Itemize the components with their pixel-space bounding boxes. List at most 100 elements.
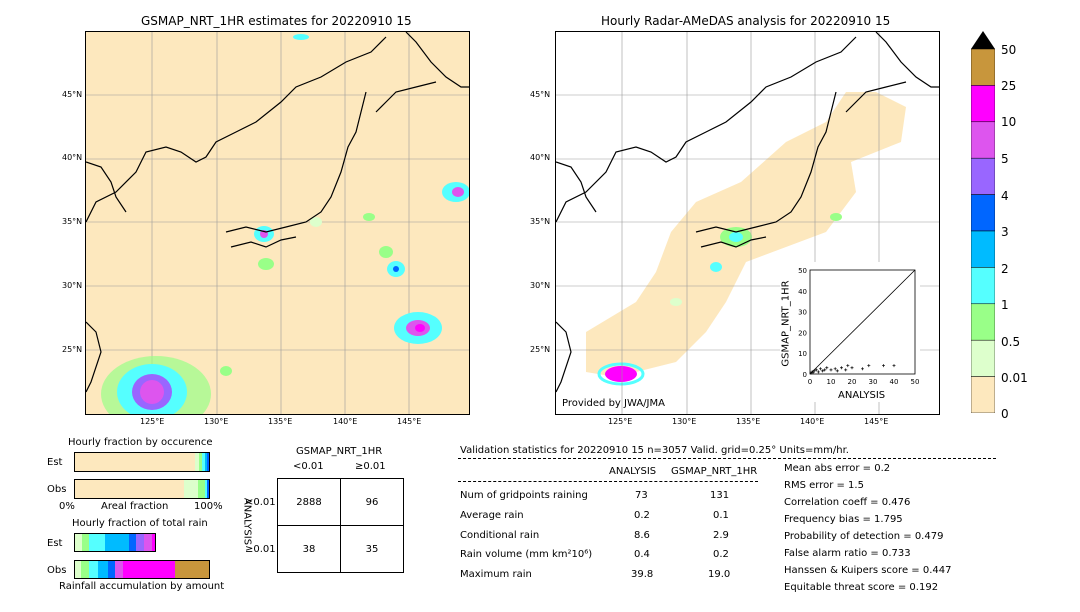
left-lon-130: 130°E (204, 417, 229, 426)
validation-col-rule (458, 481, 758, 482)
occurrence-axis-mid: Areal fraction (101, 501, 169, 512)
row-label-3: Rain volume (mm km²10⁶) (460, 549, 593, 560)
cell-hit-neg: 2888 (277, 478, 341, 526)
cb-label-05: 0.5 (1001, 335, 1021, 349)
cell-miss: 38 (277, 525, 341, 573)
scatter-plot: 00 10 10 20 20 30 30 40 40 50 50 (798, 267, 919, 386)
cb-label-50: 50 (1001, 43, 1017, 57)
scatter-ytick: 40 (798, 288, 807, 296)
left-coastlines (86, 32, 469, 393)
row-gsmap-2: 2.9 (713, 530, 729, 541)
left-lat-25: 25°N (62, 345, 83, 354)
row-gsmap-4: 19.0 (708, 569, 731, 580)
scatter-point (861, 367, 864, 371)
left-lat-30: 30°N (62, 281, 83, 290)
scatter-inset: 0 0 10 10 20 20 30 30 40 40 50 50 (780, 262, 920, 402)
right-lat-30: 30°N (530, 281, 551, 290)
scatter-point (882, 364, 885, 368)
score-5: False alarm ratio = 0.733 (784, 548, 911, 559)
scatter-point (867, 364, 871, 368)
left-lat-35: 35°N (62, 217, 83, 226)
occurrence-title: Hourly fraction by occurence (68, 437, 213, 448)
contingency-row-lt: <0.01 (245, 497, 276, 508)
scatter-point (814, 368, 818, 372)
cb-label-4: 4 (1001, 189, 1009, 203)
score-7: Equitable threat score = 0.192 (784, 582, 939, 593)
occurrence-axis-right: 100% (194, 501, 223, 512)
left-lon-125: 125°E (140, 417, 165, 426)
score-4: Probability of detection = 0.479 (784, 531, 944, 542)
cb-label-0: 0 (1001, 407, 1009, 421)
occurrence-axis-left: 0% (59, 501, 75, 512)
scatter-point (819, 367, 822, 371)
scatter-xtick: 40 (890, 378, 899, 386)
score-3: Frequency bias = 1.795 (784, 514, 903, 525)
contingency-table: 2888 96 38 35 (277, 478, 404, 573)
scatter-xtick: 30 (869, 378, 878, 386)
row-label-4: Maximum rain (460, 569, 532, 580)
scatter-ytick: 50 (798, 267, 807, 275)
colorbar (970, 31, 996, 414)
amount-title: Hourly fraction of total rain (72, 518, 208, 529)
data-credit: Provided by JWA/JMA (562, 398, 665, 409)
scatter-ytick: 20 (798, 329, 807, 337)
left-map-grid (86, 32, 469, 414)
cb-label-5: 5 (1001, 152, 1009, 166)
right-lon-145: 145°E (864, 417, 889, 426)
scatter-xtick: 0 (808, 378, 812, 386)
cb-label-3: 3 (1001, 225, 1009, 239)
amount-obs-label: Obs (47, 565, 67, 576)
colorbar-swatch (970, 121, 996, 159)
colorbar-swatch (970, 376, 996, 414)
scatter-ylabel: GSMAP_NRT_1HR (780, 280, 792, 367)
row-label-2: Conditional rain (460, 530, 540, 541)
colorbar-swatch (970, 303, 996, 341)
colorbar-swatch (970, 339, 996, 377)
amount-est-label: Est (47, 538, 63, 549)
colorbar-swatch (970, 85, 996, 123)
right-lat-40: 40°N (530, 153, 551, 162)
scatter-point (823, 368, 827, 372)
right-lat-35: 35°N (530, 217, 551, 226)
row-analysis-2: 8.6 (634, 530, 650, 541)
scatter-xtick: 10 (827, 378, 836, 386)
colorbar-swatch (970, 194, 996, 232)
right-coastlines (556, 32, 939, 393)
right-lon-125: 125°E (608, 417, 633, 426)
row-label-0: Num of gridpoints raining (460, 490, 588, 501)
right-lon-135: 135°E (736, 417, 761, 426)
scatter-point (846, 364, 850, 368)
scatter-point (812, 369, 816, 373)
left-lon-135: 135°E (268, 417, 293, 426)
cb-label-10: 10 (1001, 115, 1017, 129)
right-lat-45: 45°N (530, 90, 551, 99)
score-1: RMS error = 1.5 (784, 480, 864, 491)
left-rain-patches (101, 34, 469, 414)
scatter-point (821, 369, 825, 373)
contingency-row-ge: ≥0.01 (245, 544, 276, 555)
right-lon-140: 140°E (800, 417, 825, 426)
scatter-point (850, 366, 854, 370)
colorbar-swatch (970, 157, 996, 195)
col-gsmap: GSMAP_NRT_1HR (671, 466, 758, 477)
amount-axis-label: Rainfall accumulation by amount (59, 581, 225, 592)
col-analysis: ANALYSIS (609, 466, 657, 477)
left-lat-45: 45°N (62, 90, 83, 99)
occurrence-obs-bar (74, 479, 210, 499)
scatter-point (835, 369, 839, 373)
scatter-ytick: 10 (798, 350, 807, 358)
occurrence-est-bar (74, 452, 210, 472)
scatter-xlabel: ANALYSIS (838, 390, 886, 401)
scatter-ytick: 0 (803, 371, 807, 379)
scatter-point (892, 364, 896, 368)
occurrence-est-label: Est (47, 457, 63, 468)
colorbar-swatch (970, 267, 996, 305)
scatter-ytick: 30 (798, 309, 807, 317)
row-label-1: Average rain (460, 510, 524, 521)
score-2: Correlation coeff = 0.476 (784, 497, 911, 508)
scatter-xtick: 20 (848, 378, 857, 386)
contingency-col-lt: <0.01 (293, 461, 324, 472)
cell-hit: 35 (340, 525, 404, 573)
scatter-point (840, 366, 843, 370)
amount-obs-bar (74, 560, 210, 579)
